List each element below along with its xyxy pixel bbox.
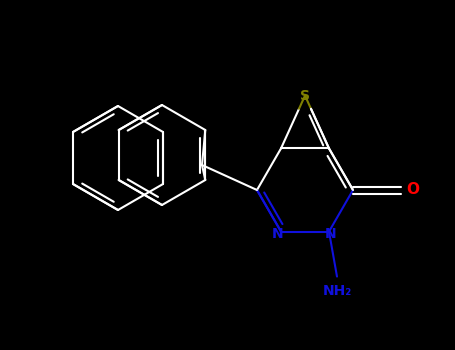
Text: S: S	[300, 89, 310, 103]
Text: O: O	[406, 182, 420, 197]
Text: N: N	[325, 226, 337, 240]
Text: N: N	[272, 226, 284, 240]
Text: NH₂: NH₂	[323, 284, 352, 298]
